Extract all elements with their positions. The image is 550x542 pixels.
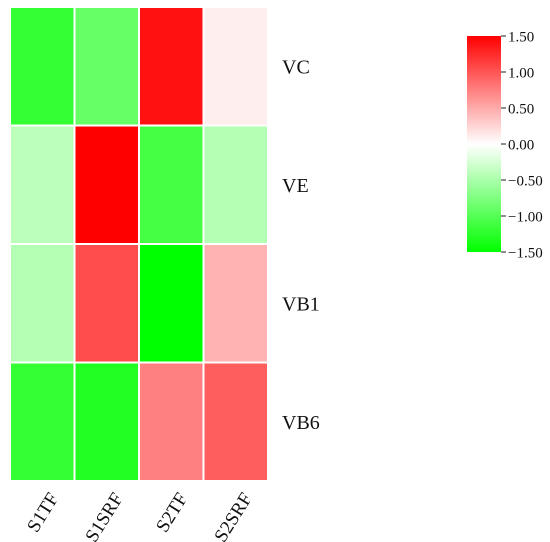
heatmap-cell-vc-s2tf bbox=[138, 6, 205, 127]
heatmap-cell-vc-s2srf bbox=[202, 6, 269, 127]
colorbar-tick-label: −1.00 bbox=[508, 210, 543, 226]
column-label-s2srf: S2SRF bbox=[210, 489, 256, 542]
heatmap-cell-vb1-s2tf bbox=[138, 243, 205, 364]
heatmap-cell-vb1-s1srf bbox=[73, 243, 140, 364]
colorbar-tick-label: 0.00 bbox=[508, 138, 534, 154]
row-label-vb6: VB6 bbox=[282, 412, 320, 434]
heatmap-cells bbox=[9, 6, 269, 482]
heatmap-cell-vc-s1tf bbox=[9, 6, 76, 127]
column-label-s2tf: S2TF bbox=[152, 489, 192, 536]
heatmap-cell-ve-s2tf bbox=[138, 124, 205, 245]
heatmap-cell-vb1-s1tf bbox=[9, 243, 76, 364]
colorbar-tick-label: 0.50 bbox=[508, 102, 534, 118]
heatmap-cell-vb6-s2tf bbox=[138, 361, 205, 482]
heatmap-cell-ve-s2srf bbox=[202, 124, 269, 245]
colorbar: 1.50 1.00 0.50 0.00 −0.50 −1.00 −1.50 bbox=[467, 30, 543, 262]
heatmap-cell-vc-s1srf bbox=[73, 6, 140, 127]
row-label-vc: VC bbox=[282, 56, 310, 78]
row-label-ve: VE bbox=[282, 175, 309, 197]
heatmap-cell-vb6-s1tf bbox=[9, 361, 76, 482]
heatmap-cell-ve-s1srf bbox=[73, 124, 140, 245]
heatmap-cell-ve-s1tf bbox=[9, 124, 76, 245]
row-labels: VC VE VB1 VB6 bbox=[282, 56, 320, 434]
colorbar-tick-label: −0.50 bbox=[508, 174, 543, 190]
colorbar-tick-label: 1.00 bbox=[508, 66, 534, 82]
heatmap-cell-vb1-s2srf bbox=[202, 243, 269, 364]
colorbar-tick-label: −1.50 bbox=[508, 246, 543, 262]
colorbar-tick-label: 1.50 bbox=[508, 30, 534, 46]
colorbar-ticks: 1.50 1.00 0.50 0.00 −0.50 −1.00 −1.50 bbox=[501, 30, 543, 262]
row-label-vb1: VB1 bbox=[282, 293, 320, 315]
heatmap-cell-vb6-s2srf bbox=[202, 361, 269, 482]
column-label-s1srf: S1SRF bbox=[81, 489, 127, 542]
column-labels: S1TF S1SRF S2TF S2SRF bbox=[23, 489, 257, 542]
heatmap-cell-vb6-s1srf bbox=[73, 361, 140, 482]
colorbar-gradient bbox=[467, 36, 501, 252]
column-label-s1tf: S1TF bbox=[23, 489, 63, 536]
